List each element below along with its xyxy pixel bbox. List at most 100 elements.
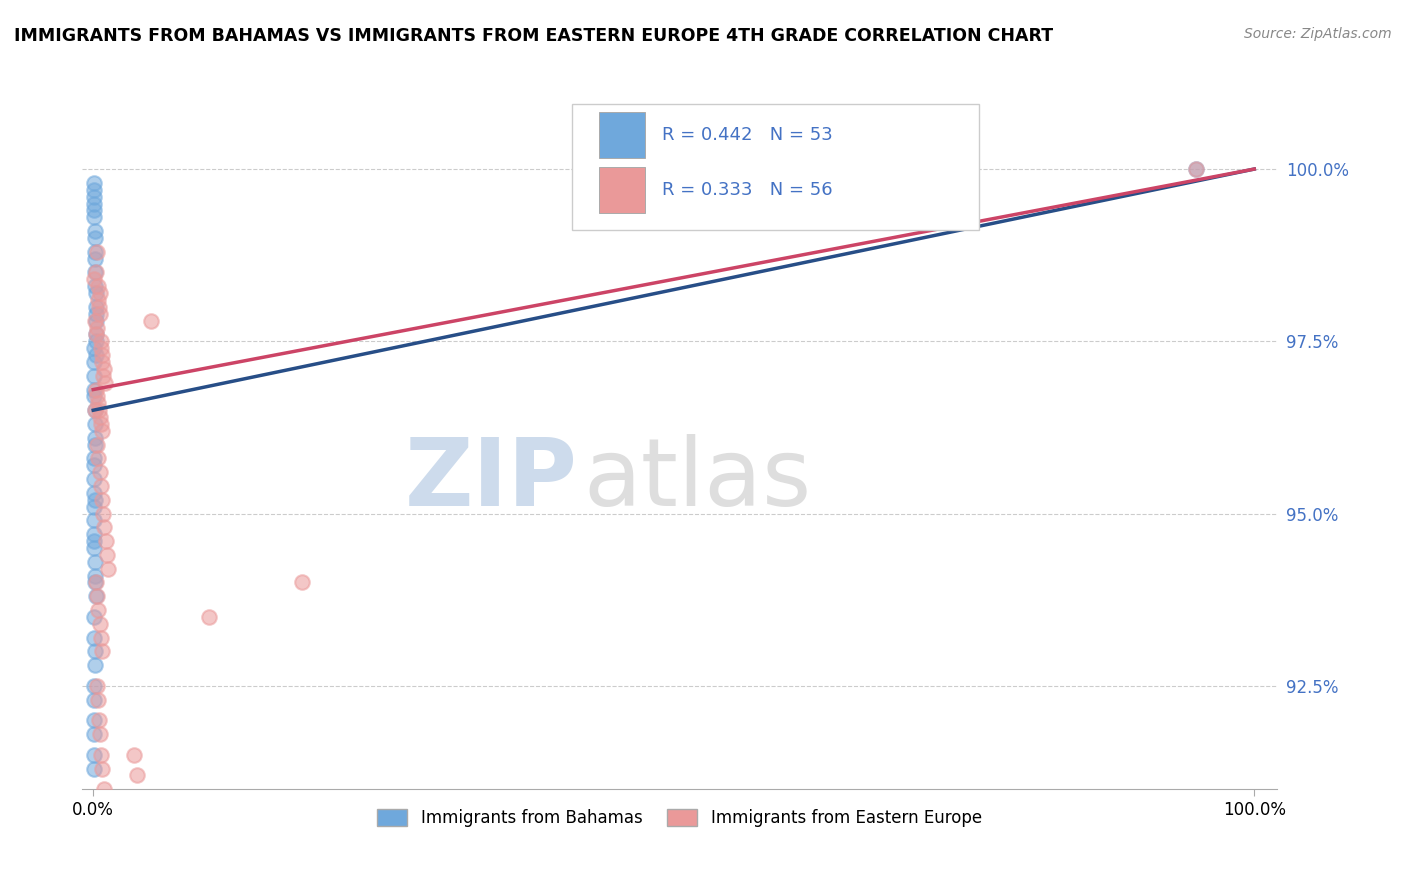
Point <box>91 368 114 383</box>
Point <box>84 334 107 349</box>
Point <box>84 265 107 279</box>
Point <box>83 176 105 190</box>
Point <box>91 424 114 438</box>
Point <box>84 327 107 342</box>
Point <box>84 279 107 293</box>
Point <box>83 714 105 728</box>
Point <box>83 183 105 197</box>
Point <box>83 451 105 466</box>
Point <box>84 286 107 301</box>
Point <box>83 534 105 549</box>
Point <box>90 355 112 369</box>
Point <box>83 747 105 762</box>
Point <box>83 610 105 624</box>
Point <box>90 417 112 431</box>
Point <box>86 244 108 259</box>
Point <box>87 451 110 466</box>
Point <box>83 189 105 203</box>
Point <box>86 679 108 693</box>
Point <box>83 541 105 555</box>
Point <box>90 631 112 645</box>
Text: atlas: atlas <box>583 434 813 526</box>
Point <box>83 486 105 500</box>
Point <box>91 507 114 521</box>
Point <box>83 458 105 473</box>
Point <box>83 679 105 693</box>
Point <box>83 472 105 486</box>
Point <box>84 383 107 397</box>
Point <box>84 589 107 603</box>
Point <box>84 575 107 590</box>
Point <box>93 782 115 797</box>
Point <box>90 644 112 658</box>
Point <box>89 410 111 425</box>
Point <box>90 492 112 507</box>
Point <box>83 644 105 658</box>
Point <box>83 692 105 706</box>
Point <box>83 383 105 397</box>
Text: ZIP: ZIP <box>405 434 578 526</box>
Point <box>84 313 107 327</box>
Point <box>83 631 105 645</box>
Point <box>89 616 111 631</box>
FancyBboxPatch shape <box>599 167 645 212</box>
Point <box>83 224 105 238</box>
Point <box>84 431 107 445</box>
FancyBboxPatch shape <box>572 104 979 230</box>
Point <box>94 376 117 390</box>
Point <box>93 520 115 534</box>
Point <box>84 327 107 342</box>
Point <box>87 396 110 410</box>
Point <box>83 438 105 452</box>
Point <box>83 403 105 417</box>
Point <box>84 568 107 582</box>
Text: R = 0.442   N = 53: R = 0.442 N = 53 <box>662 126 832 144</box>
Point <box>86 348 108 362</box>
Point <box>93 362 115 376</box>
Point <box>87 279 110 293</box>
Point <box>89 465 111 479</box>
Text: R = 0.333   N = 56: R = 0.333 N = 56 <box>662 181 832 199</box>
Point <box>1185 162 1208 177</box>
Point <box>198 610 221 624</box>
Point <box>87 293 110 307</box>
Legend: Immigrants from Bahamas, Immigrants from Eastern Europe: Immigrants from Bahamas, Immigrants from… <box>371 802 988 834</box>
Point <box>83 513 105 527</box>
Point <box>86 320 108 334</box>
Point <box>86 589 108 603</box>
Point <box>84 313 107 327</box>
Point <box>83 389 105 403</box>
Point <box>96 548 118 562</box>
Point <box>91 348 114 362</box>
Point <box>90 479 112 493</box>
Point <box>83 762 105 776</box>
FancyBboxPatch shape <box>599 112 645 158</box>
Point <box>84 403 107 417</box>
Point <box>83 203 105 218</box>
Point <box>122 747 145 762</box>
Point <box>84 244 107 259</box>
Point <box>83 341 105 355</box>
Point <box>84 265 107 279</box>
Point <box>86 438 108 452</box>
Point <box>87 403 110 417</box>
Point <box>90 341 112 355</box>
Point <box>127 768 149 782</box>
Point <box>91 762 114 776</box>
Point <box>94 534 117 549</box>
Point <box>87 692 110 706</box>
Point <box>84 575 107 590</box>
Point <box>90 747 112 762</box>
Point <box>87 300 110 314</box>
Text: IMMIGRANTS FROM BAHAMAS VS IMMIGRANTS FROM EASTERN EUROPE 4TH GRADE CORRELATION : IMMIGRANTS FROM BAHAMAS VS IMMIGRANTS FR… <box>14 27 1053 45</box>
Point <box>83 368 105 383</box>
Point <box>87 714 110 728</box>
Point <box>291 575 314 590</box>
Point <box>90 334 112 349</box>
Point <box>97 562 120 576</box>
Point <box>83 272 105 286</box>
Point <box>84 417 107 431</box>
Point <box>83 355 105 369</box>
Point <box>84 307 107 321</box>
Text: Source: ZipAtlas.com: Source: ZipAtlas.com <box>1244 27 1392 41</box>
